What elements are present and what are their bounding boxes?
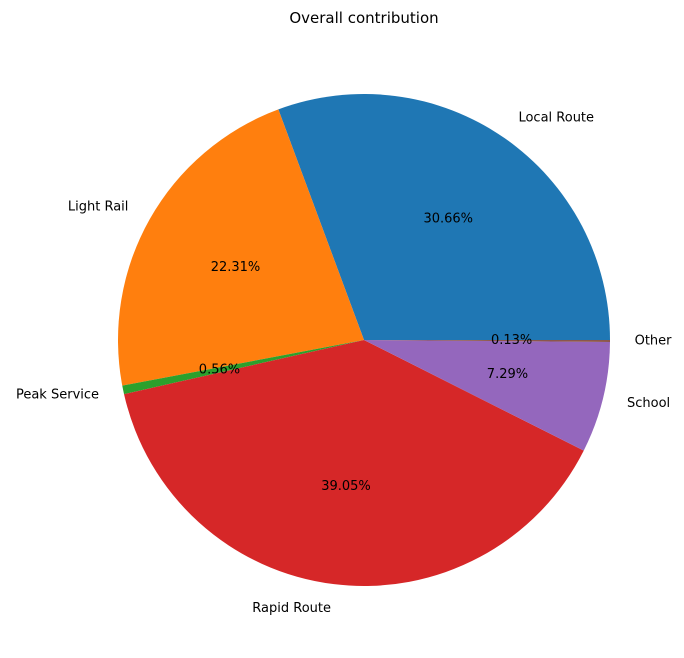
value-label-light-rail: 22.31% [211, 260, 261, 275]
label-peak-service: Peak Service [16, 387, 99, 402]
slice-school [364, 340, 610, 451]
label-rapid-route: Rapid Route [252, 601, 331, 616]
slice-local-route [278, 93, 610, 340]
value-label-local-route: 30.66% [423, 211, 473, 226]
category-labels: Local Route Light Rail Peak Service Rapid R… [16, 110, 672, 616]
percentage-labels: 30.66% 22.31% 0.56% 39.05% 7.29% 0.13% [199, 211, 532, 494]
value-label-rapid-route: 39.05% [321, 479, 371, 494]
value-label-peak-service: 0.56% [199, 362, 240, 377]
label-local-route: Local Route [518, 110, 594, 125]
slice-other [364, 340, 610, 343]
value-label-other: 0.13% [491, 333, 532, 348]
label-light-rail: Light Rail [68, 199, 129, 214]
slice-rapid-route [124, 340, 584, 586]
slice-light-rail [117, 109, 365, 386]
value-label-school: 7.29% [487, 367, 528, 382]
label-school: School [627, 396, 670, 411]
label-other: Other [635, 334, 673, 349]
slice-peak-service [122, 340, 364, 395]
pie-slices [117, 93, 610, 586]
chart-title: Overall contribution [289, 9, 438, 27]
